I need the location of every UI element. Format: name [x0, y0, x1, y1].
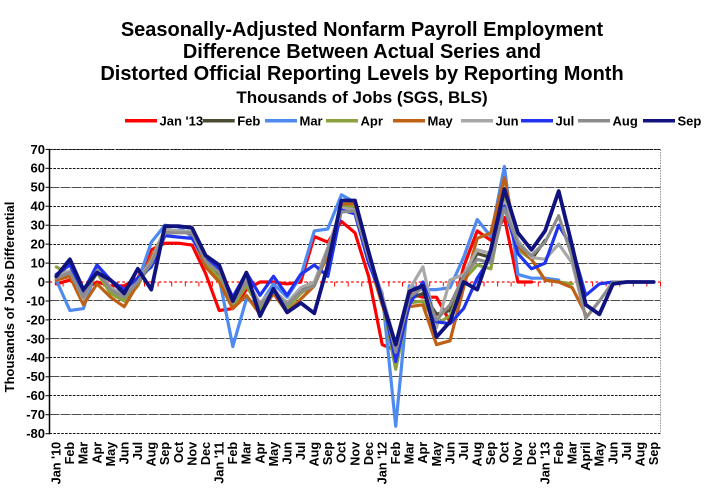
svg-text:Jan '12: Jan '12 [376, 442, 390, 485]
svg-text:Jun: Jun [606, 442, 620, 465]
svg-text:Aug: Aug [633, 442, 647, 467]
svg-text:Feb: Feb [552, 442, 566, 465]
svg-text:Oct: Oct [335, 441, 349, 463]
svg-text:Aug: Aug [471, 442, 485, 467]
svg-text:Feb: Feb [237, 113, 260, 128]
svg-text:Jul: Jul [294, 442, 308, 460]
svg-text:May: May [593, 442, 607, 467]
svg-text:Sep: Sep [484, 442, 498, 466]
svg-text:May: May [104, 442, 118, 467]
svg-text:Apr: Apr [361, 113, 383, 128]
svg-text:-30: -30 [26, 331, 45, 346]
svg-text:Jul: Jul [457, 442, 471, 460]
svg-text:70: 70 [31, 142, 45, 157]
svg-text:Jul: Jul [620, 442, 634, 460]
svg-text:Mar: Mar [566, 442, 580, 465]
svg-text:-50: -50 [26, 369, 45, 384]
svg-text:May: May [267, 442, 281, 467]
svg-text:60: 60 [31, 161, 45, 176]
svg-text:Jan '11: Jan '11 [213, 442, 227, 484]
svg-text:Sep: Sep [321, 442, 335, 466]
svg-text:Jun: Jun [443, 442, 457, 465]
svg-text:50: 50 [31, 180, 45, 195]
svg-text:Feb: Feb [389, 442, 403, 465]
svg-text:Jul: Jul [556, 113, 575, 128]
svg-text:0: 0 [38, 274, 45, 289]
svg-text:Feb: Feb [63, 442, 77, 465]
svg-text:Apr: Apr [416, 442, 430, 464]
svg-text:30: 30 [31, 218, 45, 233]
svg-text:-10: -10 [26, 293, 45, 308]
svg-text:Jun: Jun [118, 442, 132, 465]
svg-text:Sep: Sep [647, 442, 661, 466]
svg-text:Dec: Dec [362, 442, 376, 465]
svg-text:Oct: Oct [498, 441, 512, 463]
svg-text:-40: -40 [26, 350, 45, 365]
svg-text:Jul: Jul [131, 442, 145, 460]
svg-text:Dec: Dec [199, 442, 213, 465]
svg-text:Difference Between Actual Seri: Difference Between Actual Series and [183, 41, 541, 63]
svg-text:Nov: Nov [511, 442, 525, 466]
svg-text:Mar: Mar [240, 442, 254, 465]
svg-text:Seasonally-Adjusted Nonfarm Pa: Seasonally-Adjusted Nonfarm Payroll Empl… [121, 19, 604, 41]
svg-text:10: 10 [31, 256, 45, 271]
svg-text:Nov: Nov [185, 442, 199, 466]
svg-text:Distorted Official Reporting L: Distorted Official Reporting Levels by R… [100, 63, 623, 85]
svg-text:Jan '13: Jan '13 [160, 113, 204, 128]
svg-text:May: May [428, 113, 454, 128]
svg-text:Dec: Dec [525, 442, 539, 465]
svg-text:Mar: Mar [300, 113, 323, 128]
svg-text:-80: -80 [26, 426, 45, 441]
svg-text:Jun: Jun [496, 113, 519, 128]
svg-text:20: 20 [31, 237, 45, 252]
svg-text:Mar: Mar [403, 442, 417, 465]
svg-text:-70: -70 [26, 407, 45, 422]
svg-text:Aug: Aug [145, 442, 159, 467]
svg-text:Nov: Nov [348, 442, 362, 466]
svg-text:Feb: Feb [226, 442, 240, 465]
svg-text:April: April [579, 442, 593, 471]
svg-text:-60: -60 [26, 388, 45, 403]
svg-text:May: May [430, 442, 444, 467]
svg-text:Thousands of Jobs Differential: Thousands of Jobs Differential [2, 202, 17, 393]
svg-text:Sep: Sep [158, 442, 172, 466]
svg-text:Jun: Jun [280, 442, 294, 465]
svg-text:Mar: Mar [77, 442, 91, 465]
svg-text:40: 40 [31, 199, 45, 214]
svg-text:Apr: Apr [90, 442, 104, 464]
svg-text:Jan '10: Jan '10 [50, 442, 64, 485]
svg-text:Aug: Aug [308, 442, 322, 467]
svg-text:Oct: Oct [172, 441, 186, 463]
svg-text:Thousands of Jobs (SGS, BLS): Thousands of Jobs (SGS, BLS) [236, 88, 487, 107]
svg-text:Aug: Aug [613, 113, 638, 128]
svg-text:-20: -20 [26, 312, 45, 327]
svg-text:Sep: Sep [678, 113, 702, 128]
svg-text:Jan '13: Jan '13 [538, 442, 552, 485]
svg-text:Apr: Apr [253, 442, 267, 464]
